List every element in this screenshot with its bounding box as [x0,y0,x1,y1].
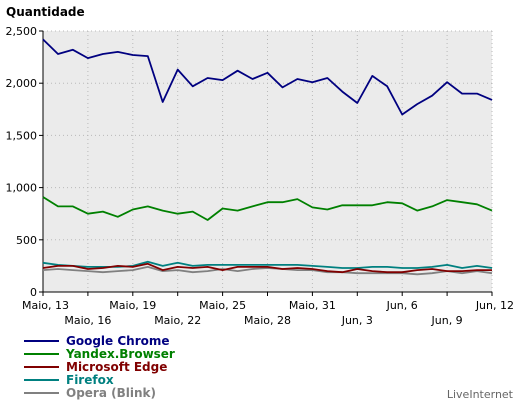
plot-background [43,31,492,292]
series-lines [42,38,493,276]
x-tick-label: Jun, 12 [475,299,514,312]
x-tick-label: Jun, 9 [431,314,463,327]
y-axis-title: Quantidade [6,5,85,19]
x-tick-label: Maio, 25 [199,299,246,312]
series-line-firefox [42,260,493,269]
legend-label-firefox: Firefox [66,373,114,387]
y-tick-label: 2,500 [6,25,38,38]
series-line-yandex-browser [42,196,493,221]
series-line-google-chrome [42,38,493,116]
x-tick-label: Maio, 22 [154,314,201,327]
y-tick-label: 2,000 [6,77,38,90]
legend-label-google-chrome: Google Chrome [66,334,170,348]
series-line-microsoft-edge [42,262,492,274]
y-tick-label: 1,000 [6,182,38,195]
y-tick-label: 500 [16,234,37,247]
legend-label-yandex-browser: Yandex.Browser [65,347,175,361]
legend-label-opera-blink: Opera (Blink) [66,386,156,400]
x-tick-label: Maio, 28 [244,314,291,327]
y-axis-ticks: 0 500 1,000 1,500 2,000 2,500 [6,25,43,299]
x-tick-label: Maio, 19 [109,299,156,312]
x-tick-label: Maio, 31 [289,299,336,312]
y-tick-label: 0 [30,286,37,299]
y-tick-label: 1,500 [6,129,38,142]
legend-label-microsoft-edge: Microsoft Edge [66,360,167,374]
x-tick-label: Maio, 13 [22,299,69,312]
series-line-opera-blink [42,265,493,276]
x-axis-ticks: Maio, 13 Maio, 16 Maio, 19 Maio, 22 Maio, 25… [22,292,514,327]
x-tick-label: Maio, 16 [64,314,111,327]
x-tick-label: Jun, 3 [341,314,373,327]
plot-area [42,30,493,293]
x-tick-label: Jun, 6 [386,299,418,312]
watermark-text: LiveInternet [447,388,514,401]
